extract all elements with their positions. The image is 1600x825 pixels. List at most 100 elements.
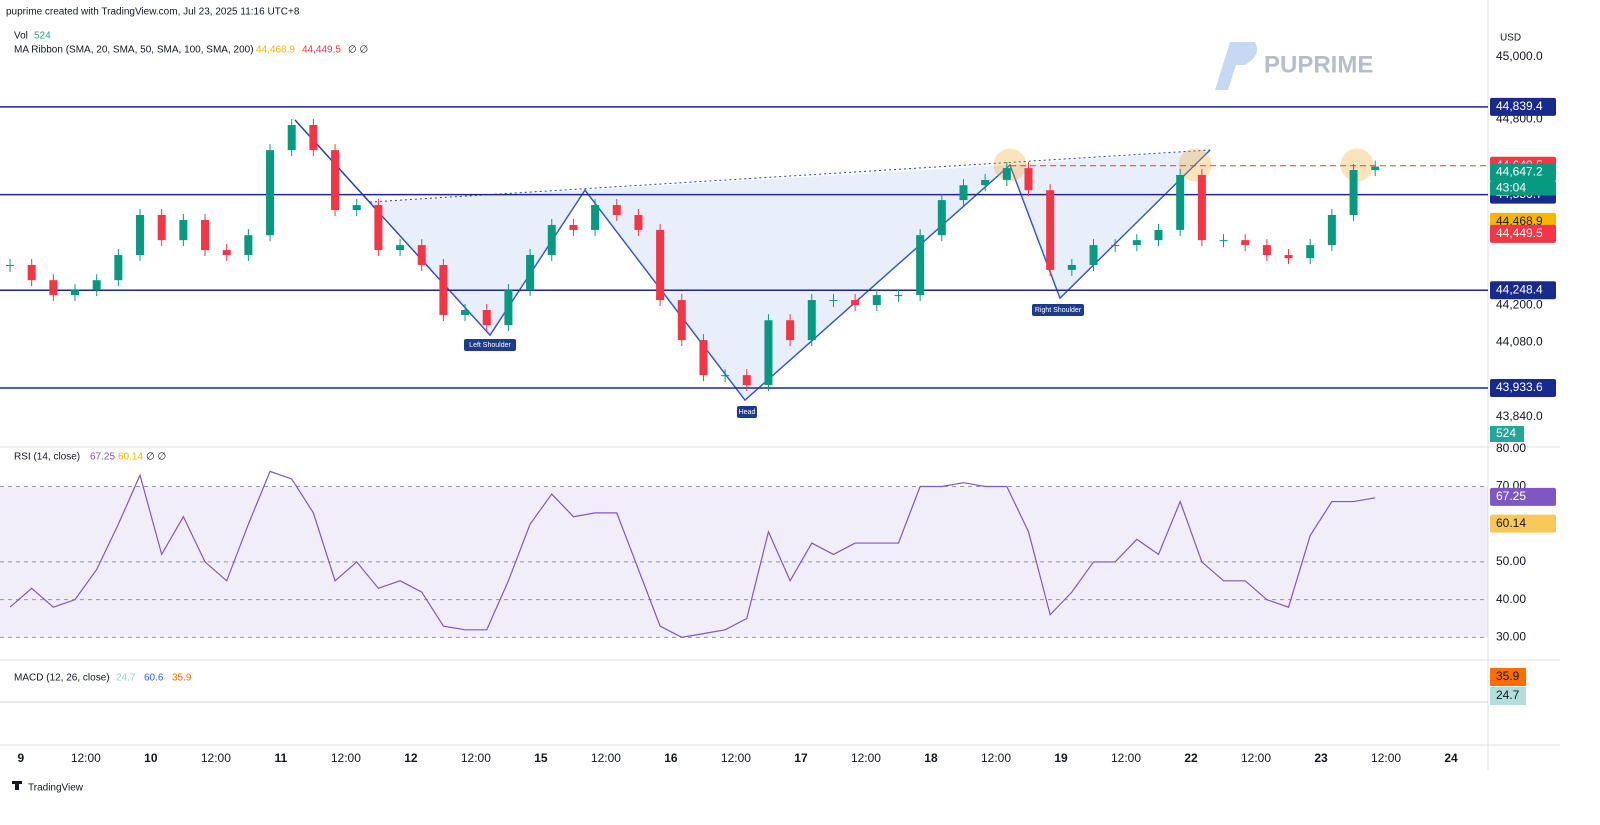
pattern-fill [370, 150, 1210, 400]
ma-label: MA Ribbon (SMA, 20, SMA, 50, SMA, 100, S… [14, 45, 254, 56]
price-tag-label: 60.14 [1496, 516, 1526, 530]
candle [49, 280, 58, 296]
candle [201, 219, 210, 251]
x-tick-label: 12:00 [1111, 751, 1141, 765]
y-tick-label: 43,840.0 [1496, 409, 1543, 423]
candle [504, 290, 513, 326]
candle [612, 205, 621, 215]
candle [287, 124, 296, 151]
brand-logo [1215, 42, 1258, 90]
candle [461, 309, 470, 315]
candle [634, 214, 643, 230]
footer-brand: TradingView [28, 783, 84, 794]
pane-title: MACD (12, 26, close) [14, 673, 110, 684]
price-tag [1490, 379, 1556, 398]
price-tag [1490, 687, 1526, 705]
price-tag-label: 44,468.9 [1496, 214, 1543, 228]
x-tick-label: 19 [1054, 751, 1068, 765]
pane-icons: ∅ ∅ [146, 452, 166, 463]
ma-value: 44,449.5 [302, 45, 341, 56]
highlight [1178, 148, 1212, 182]
candle [352, 205, 361, 211]
candle [417, 245, 426, 265]
candle [677, 300, 686, 341]
candle [807, 300, 816, 341]
price-tag [1490, 281, 1556, 300]
candle [71, 290, 80, 296]
price-tag [1490, 181, 1556, 196]
candle [374, 205, 383, 251]
candle [1067, 264, 1076, 270]
x-tick-label: 12:00 [201, 751, 231, 765]
vol-value: 524 [34, 31, 51, 42]
annotation-box [1032, 304, 1084, 316]
x-tick-label: 16 [664, 751, 678, 765]
candle [179, 219, 188, 241]
price-tag-sub: 43:04 [1496, 181, 1526, 195]
ma-icons: ∅ ∅ [348, 45, 368, 56]
x-tick-label: 10 [144, 751, 158, 765]
candle [1284, 255, 1293, 259]
x-tick-label: 12:00 [1241, 751, 1271, 765]
neckline [369, 149, 1211, 203]
x-tick-label: 12:00 [331, 751, 361, 765]
candle [1002, 168, 1011, 180]
x-tick-label: 9 [17, 751, 24, 765]
price-tag [1490, 487, 1556, 506]
candle [1327, 214, 1336, 246]
x-tick-label: 12:00 [721, 751, 751, 765]
x-tick-label: 11 [275, 751, 288, 765]
candle [1176, 174, 1185, 230]
x-tick-label: 12:00 [981, 751, 1011, 765]
candle [591, 205, 600, 230]
candle [266, 150, 275, 236]
price-tag-label: 44,248.4 [1496, 282, 1543, 296]
candle [92, 280, 101, 291]
candle [157, 214, 166, 241]
candle [482, 309, 491, 326]
price-tag [1490, 668, 1526, 686]
annotation: Left Shoulder [469, 342, 511, 349]
candle [1046, 190, 1055, 270]
candle [829, 300, 838, 302]
vol-label: Vol [14, 31, 28, 42]
pattern-line [294, 119, 1211, 402]
y-tick-label: 80.00 [1496, 441, 1526, 455]
candle [526, 255, 535, 291]
candle [742, 375, 751, 386]
ma-value: 44,468.9 [256, 45, 295, 56]
candle [981, 179, 990, 186]
y-tick-label: 50.00 [1496, 554, 1526, 568]
candle [1262, 245, 1271, 256]
x-tick-label: 15 [534, 751, 548, 765]
candle [1197, 174, 1206, 241]
price-tag-label: 67.25 [1496, 489, 1526, 503]
price-tag-label: 24.7 [1496, 688, 1520, 702]
candle [1089, 245, 1098, 265]
x-tick-label: 12:00 [591, 751, 621, 765]
highlight [993, 148, 1027, 182]
volume-tag-label: 524 [1496, 426, 1516, 440]
candle [331, 150, 340, 211]
candle [136, 214, 145, 256]
price-tag-label: 43,933.6 [1496, 380, 1543, 394]
candle [244, 235, 253, 256]
candle [894, 295, 903, 297]
candle [656, 229, 665, 301]
candle [27, 264, 36, 281]
annotation-box [737, 406, 757, 418]
x-tick-label: 12 [404, 751, 418, 765]
candle [699, 340, 708, 376]
annotation: Head [739, 409, 756, 416]
x-tick-label: 18 [924, 751, 938, 765]
annotation-box [464, 339, 516, 351]
candle [721, 375, 730, 377]
y-tick-label: 44,200.0 [1496, 297, 1543, 311]
y-tick-label: 44,080.0 [1496, 335, 1543, 349]
rsi-line [9, 470, 1376, 638]
x-tick-label: 12:00 [851, 751, 881, 765]
y-tick-label: 40.00 [1496, 592, 1526, 606]
candle [1024, 168, 1033, 191]
candle [872, 295, 881, 306]
